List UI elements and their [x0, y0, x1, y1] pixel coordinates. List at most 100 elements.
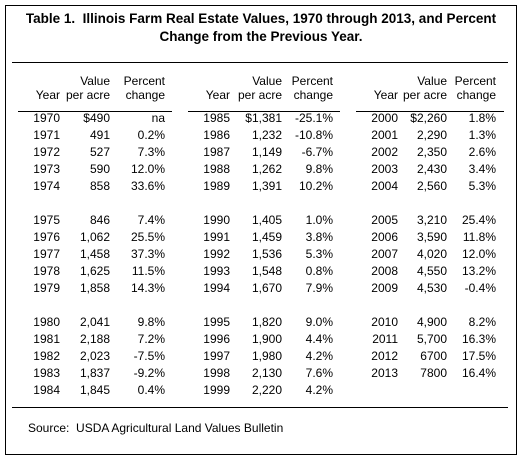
change-cell: 37.3% — [130, 247, 165, 261]
value-cell: 1,837 — [79, 366, 110, 380]
frame — [5, 5, 517, 455]
value-cell: 858 — [89, 179, 110, 193]
change-cell: -7.5% — [133, 349, 165, 363]
change-cell: 17.5% — [461, 349, 496, 363]
column-header: per acre — [237, 88, 282, 102]
year-cell: 1984 — [33, 383, 60, 397]
header-rule — [356, 111, 504, 112]
change-cell: 4.2% — [305, 349, 333, 363]
value-cell: 1,232 — [251, 128, 282, 142]
year-cell: 2013 — [371, 366, 398, 380]
column-header: change — [125, 88, 165, 102]
value-cell: 1,149 — [251, 145, 282, 159]
column-header: change — [456, 88, 496, 102]
change-cell: 4.4% — [305, 332, 333, 346]
value-cell: 2,188 — [79, 332, 110, 346]
header-rule — [188, 111, 340, 112]
year-cell: 1975 — [33, 213, 60, 227]
change-cell: 9.8% — [305, 162, 333, 176]
value-cell: 2,130 — [251, 366, 282, 380]
year-cell: 1981 — [33, 332, 60, 346]
value-cell: 1,625 — [79, 264, 110, 278]
value-cell: 1,670 — [251, 281, 282, 295]
change-cell: 11.5% — [131, 264, 165, 278]
value-cell: 2,350 — [416, 145, 447, 159]
value-cell: 1,900 — [251, 332, 282, 346]
year-cell: 1974 — [33, 179, 60, 193]
title-line: Table 1. Illinois Farm Real Estate Value… — [25, 11, 497, 26]
value-cell: 1,262 — [251, 162, 282, 176]
change-cell: 16.4% — [461, 366, 496, 380]
value-cell: 1,548 — [251, 264, 282, 278]
change-cell: 1.8% — [468, 111, 496, 125]
year-cell: 2010 — [371, 315, 398, 329]
change-cell: 3.4% — [468, 162, 496, 176]
change-cell: 7.2% — [137, 332, 165, 346]
value-cell: 1,391 — [251, 179, 282, 193]
year-cell: 2012 — [371, 349, 398, 363]
value-cell: 5,700 — [416, 332, 447, 346]
year-cell: 1995 — [203, 315, 230, 329]
value-cell: 3,590 — [416, 230, 447, 244]
change-cell: 7.6% — [305, 366, 333, 380]
column-header: Year — [373, 88, 398, 102]
change-cell: 0.4% — [137, 383, 165, 397]
year-cell: 1983 — [33, 366, 60, 380]
value-cell: 4,550 — [416, 264, 447, 278]
change-cell: 25.5% — [130, 230, 165, 244]
value-cell: 2,560 — [416, 179, 447, 193]
change-cell: 0.8% — [305, 264, 333, 278]
year-cell: 1996 — [203, 332, 230, 346]
year-cell: 1980 — [33, 315, 60, 329]
change-cell: 1.0% — [305, 213, 333, 227]
value-cell: 1,820 — [251, 315, 282, 329]
year-cell: 2008 — [371, 264, 398, 278]
column-header: Percent — [291, 74, 333, 88]
value-cell: 2,430 — [416, 162, 447, 176]
value-cell: 1,459 — [251, 230, 282, 244]
value-cell: 1,405 — [251, 213, 282, 227]
year-cell: 2009 — [371, 281, 398, 295]
year-cell: 2003 — [371, 162, 398, 176]
change-cell: 8.2% — [468, 315, 496, 329]
value-cell: 3,210 — [416, 213, 447, 227]
change-cell: 5.3% — [305, 247, 333, 261]
year-cell: 1973 — [33, 162, 60, 176]
change-cell: 9.0% — [305, 315, 333, 329]
column-header: Year — [35, 88, 60, 102]
value-cell: $1,381 — [245, 111, 282, 125]
year-cell: 1971 — [33, 128, 60, 142]
column-header: per acre — [65, 88, 110, 102]
year-cell: 1992 — [203, 247, 230, 261]
year-cell: 1985 — [203, 111, 230, 125]
source-note: Source: USDA Agricultural Land Values Bu… — [28, 421, 284, 435]
value-cell: 1,845 — [79, 383, 110, 397]
value-cell: 2,290 — [416, 128, 447, 142]
change-cell: 12.0% — [461, 247, 496, 261]
year-cell: 1982 — [33, 349, 60, 363]
year-cell: 2002 — [371, 145, 398, 159]
year-cell: 1979 — [33, 281, 60, 295]
change-cell: -25.1% — [294, 111, 333, 125]
year-cell: 1987 — [203, 145, 230, 159]
value-cell: 4,530 — [416, 281, 447, 295]
column-header: Value — [252, 74, 282, 88]
change-cell: 7.9% — [305, 281, 333, 295]
value-cell: 590 — [89, 162, 110, 176]
bottom-rule — [12, 407, 508, 408]
column-header: Value — [80, 74, 110, 88]
value-cell: $490 — [83, 111, 110, 125]
change-cell: -10.8% — [294, 128, 333, 142]
header-rule — [18, 111, 172, 112]
year-cell: 2005 — [371, 213, 398, 227]
column-header: Percent — [123, 74, 165, 88]
year-cell: 1998 — [203, 366, 230, 380]
year-cell: 1972 — [33, 145, 60, 159]
change-cell: 2.6% — [468, 145, 496, 159]
value-cell: 6700 — [420, 349, 447, 363]
value-cell: 527 — [89, 145, 110, 159]
change-cell: 25.4% — [461, 213, 496, 227]
value-cell: 846 — [89, 213, 110, 227]
change-cell: 13.2% — [461, 264, 496, 278]
